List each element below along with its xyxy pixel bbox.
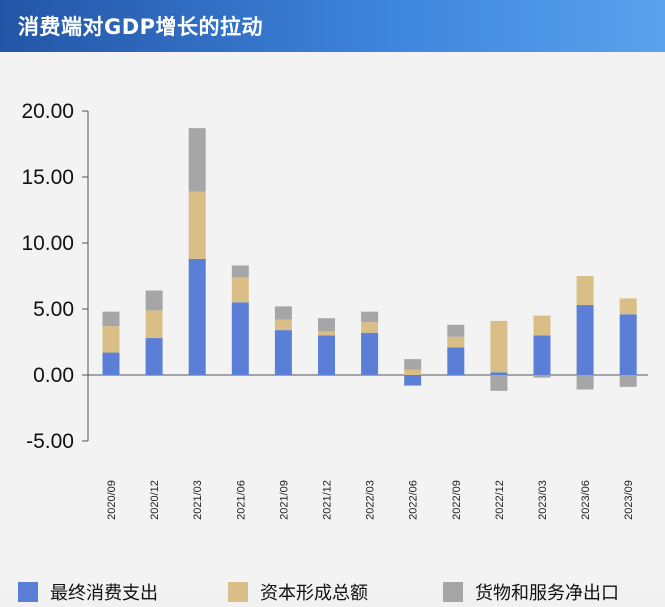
- legend-item-capital: 资本形成总额: [228, 577, 368, 607]
- legend-label-net-exports: 货物和服务净出口: [475, 583, 619, 604]
- bar-capital: [145, 310, 163, 339]
- legend-label-consumption: 最终消费支出: [50, 583, 158, 604]
- y-tick-label: 10.00: [21, 232, 74, 255]
- bar-consumption: [490, 372, 508, 375]
- y-tick-label: 0.00: [33, 364, 74, 387]
- bar-net-exports: [533, 375, 551, 378]
- bar-capital: [318, 331, 335, 336]
- bar-consumption: [447, 347, 465, 375]
- y-tick-label: -5.00: [26, 430, 74, 453]
- bar-capital: [404, 369, 422, 375]
- bar-capital: [447, 336, 465, 348]
- bar-net-exports: [576, 375, 594, 390]
- y-tick-label: 15.00: [21, 166, 74, 189]
- plot-area: 20.00 15.00 10.00 5.00 0.00 -5.00 2020/09 2020/…: [0, 52, 665, 604]
- bar-consumption: [361, 332, 379, 375]
- bar-net-exports: [188, 128, 206, 192]
- x-tick-label: 2022/09: [451, 480, 463, 520]
- x-tick-label: 2023/06: [580, 480, 592, 520]
- y-tick-label: 20.00: [21, 100, 74, 123]
- bar-consumption: [188, 258, 206, 375]
- bar-capital: [619, 298, 637, 315]
- bar-net-exports: [274, 306, 292, 320]
- bar-capital: [188, 191, 206, 259]
- bar-consumption: [404, 375, 422, 386]
- bar-net-exports: [490, 375, 508, 391]
- legend-swatch-capital: [228, 582, 248, 602]
- bar-net-exports: [361, 311, 379, 323]
- x-tick-label: 2021/09: [278, 480, 290, 520]
- bar-consumption: [145, 338, 163, 375]
- x-tick-label: 2023/03: [537, 480, 549, 520]
- chart-header: 消费端对GDP增长的拉动: [0, 0, 665, 52]
- bar-net-exports: [318, 318, 335, 332]
- bar-net-exports: [231, 265, 249, 278]
- bar-net-exports: [619, 375, 637, 387]
- bar-capital: [361, 322, 379, 333]
- bar-consumption: [102, 352, 120, 375]
- legend-swatch-consumption: [18, 582, 38, 602]
- bar-net-exports: [102, 311, 120, 327]
- legend-item-consumption: 最终消费支出: [18, 577, 158, 607]
- x-tick-label: 2021/03: [192, 480, 204, 520]
- x-tick-label: 2021/06: [235, 480, 247, 520]
- chart-legend: 最终消费支出 资本形成总额 货物和服务净出口: [0, 577, 665, 607]
- y-tick-label: 5.00: [33, 298, 74, 321]
- bar-net-exports: [145, 290, 163, 311]
- bar-capital: [490, 320, 508, 373]
- bar-consumption: [231, 302, 249, 375]
- x-tick-label: 2020/09: [106, 480, 118, 520]
- legend-swatch-net-exports: [443, 582, 463, 602]
- x-tick-label: 2023/09: [623, 480, 635, 520]
- x-tick-label: 2021/12: [322, 480, 334, 520]
- chart-title: 消费端对GDP增长的拉动: [18, 15, 264, 39]
- bar-consumption: [274, 330, 292, 375]
- bar-capital: [102, 326, 120, 353]
- bar-net-exports: [447, 324, 465, 337]
- bar-consumption: [576, 305, 594, 375]
- x-tick-label: 2020/12: [149, 480, 161, 520]
- bar-capital: [274, 319, 292, 331]
- bar-capital: [533, 315, 551, 336]
- x-tick-label: 2022/12: [494, 480, 506, 520]
- x-tick-label: 2022/03: [365, 480, 377, 520]
- legend-item-net-exports: 货物和服务净出口: [443, 577, 619, 607]
- bar-consumption: [533, 335, 551, 375]
- bar-net-exports: [404, 359, 422, 370]
- bar-capital: [231, 277, 249, 303]
- stacked-bar-chart: 20.00 15.00 10.00 5.00 0.00 -5.00 2020/09 2020/…: [21, 100, 648, 520]
- legend-label-capital: 资本形成总额: [260, 583, 368, 604]
- bar-consumption: [318, 335, 335, 375]
- bar-capital: [576, 276, 594, 306]
- x-tick-label: 2022/06: [408, 480, 420, 520]
- bar-consumption: [619, 314, 637, 375]
